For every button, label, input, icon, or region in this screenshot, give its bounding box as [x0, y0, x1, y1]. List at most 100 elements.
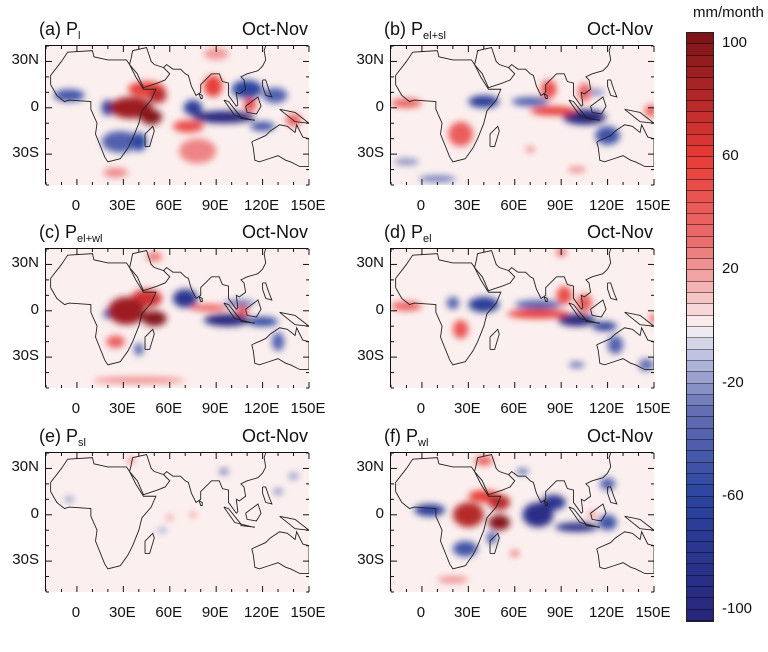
coastline — [50, 50, 157, 163]
lon-label: 30E — [108, 197, 136, 214]
positive-anomaly — [488, 494, 511, 511]
colorbar-level — [687, 100, 713, 113]
lon-label: 120E — [244, 400, 280, 417]
positive-anomaly — [244, 98, 257, 111]
map-panel-b: (b) Pel+sl Oct-Nov 30N 0 30S 0 30E 60E 90E 120E 1… — [356, 19, 730, 245]
coastline — [251, 326, 309, 370]
map-panel-e: (e) Psl Oct-Nov 30N 0 30S 0 30E 60E 90E 120E 150E — [11, 426, 385, 652]
lon-label: 120E — [589, 400, 625, 417]
negative-anomaly — [247, 316, 279, 327]
positive-anomaly — [556, 286, 573, 305]
coastline — [144, 532, 155, 554]
lon-label: 0 — [71, 604, 81, 621]
positive-anomaly — [103, 168, 128, 178]
colorbar-level — [687, 507, 713, 520]
coastline — [240, 116, 255, 121]
negative-anomaly — [203, 313, 251, 327]
panel-title: (b) Pel+sl — [384, 19, 446, 42]
colorbar-level — [687, 315, 713, 327]
positive-anomaly — [236, 306, 249, 316]
colorbar-level — [687, 496, 713, 508]
lat-label: 0 — [30, 97, 39, 115]
colorbar-level — [687, 191, 713, 203]
colorbar-level — [687, 575, 713, 588]
lon-label: 150E — [635, 197, 671, 214]
colorbar-level — [687, 440, 713, 452]
negative-anomaly — [64, 496, 74, 503]
colorbar-level — [687, 33, 713, 45]
lon-label: 60E — [155, 604, 183, 621]
positive-anomaly — [203, 47, 229, 60]
lon-label: 60E — [500, 400, 528, 417]
colorbar-level — [687, 428, 713, 441]
colorbar-level — [687, 66, 713, 79]
lat-label: 30S — [357, 347, 384, 365]
colorbar-level — [687, 134, 713, 147]
colorbar-level — [687, 55, 713, 67]
coastline — [596, 123, 654, 167]
coastline — [543, 93, 548, 99]
positive-anomaly — [148, 87, 167, 104]
negative-anomaly — [183, 100, 203, 116]
positive-anomaly — [578, 83, 591, 102]
negative-anomaly — [134, 343, 144, 356]
negative-anomaly — [468, 95, 500, 108]
negative-anomaly — [288, 473, 299, 480]
colorbar-level — [687, 146, 713, 158]
positive-anomaly — [203, 75, 223, 97]
lat-label: 30S — [12, 144, 39, 162]
lon-label: 30E — [453, 604, 481, 621]
positive-anomaly — [437, 576, 469, 583]
colorbar-level — [687, 417, 713, 429]
lon-label: 0 — [71, 197, 81, 214]
negative-anomaly — [599, 477, 616, 491]
panel-label: (f) — [384, 426, 401, 446]
coastline — [508, 249, 612, 310]
lon-label: 0 — [416, 197, 426, 214]
lon-label: 60E — [500, 604, 528, 621]
colorbar-level — [687, 225, 713, 237]
lon-label: 90E — [201, 197, 229, 214]
colorbar-level — [687, 564, 713, 576]
panel-title: (f) Pwl — [384, 426, 428, 449]
coastline — [251, 123, 309, 167]
lat-label: 30N — [11, 51, 39, 69]
panel-symbol: P — [406, 426, 419, 446]
coastline — [508, 453, 612, 514]
panel-season: Oct-Nov — [241, 19, 308, 39]
lat-label: 30N — [11, 458, 39, 476]
colorbar-level — [687, 360, 713, 373]
colorbar — [686, 32, 714, 622]
coastline — [489, 125, 500, 147]
negative-anomaly — [595, 126, 620, 145]
map-panel-c: (c) Pel+wl Oct-Nov 30N 0 30S 0 30E 60E 90E 120E 1… — [11, 222, 385, 448]
colorbar-tick-label: -20 — [722, 373, 744, 391]
lon-label: 120E — [244, 197, 280, 214]
positive-anomaly — [179, 138, 217, 164]
coastline — [596, 530, 654, 574]
negative-anomaly — [219, 468, 229, 475]
negative-anomaly — [598, 514, 617, 531]
negative-anomaly — [558, 313, 596, 327]
colorbar-level — [687, 406, 713, 418]
coastline — [395, 50, 502, 163]
lat-label: 0 — [30, 504, 39, 522]
negative-anomaly — [592, 321, 617, 331]
panel-subscript: wl — [418, 437, 429, 449]
colorbar-level — [687, 553, 713, 565]
coastline — [50, 253, 157, 366]
lat-label: 30S — [12, 347, 39, 365]
colorbar-level — [687, 609, 713, 621]
positive-anomaly — [146, 252, 163, 262]
precip-anomaly-map — [45, 45, 310, 186]
colorbar-tick-label: -100 — [722, 599, 753, 617]
lon-label: 90E — [546, 197, 574, 214]
positive-anomaly — [541, 79, 557, 99]
positive-anomaly — [189, 304, 228, 311]
colorbar-level — [687, 485, 713, 497]
panel-season: Oct-Nov — [586, 19, 653, 39]
coastline — [198, 296, 203, 302]
lat-label: 30N — [11, 254, 39, 272]
lon-label: 30E — [108, 400, 136, 417]
panel-subscript: l — [78, 30, 81, 42]
